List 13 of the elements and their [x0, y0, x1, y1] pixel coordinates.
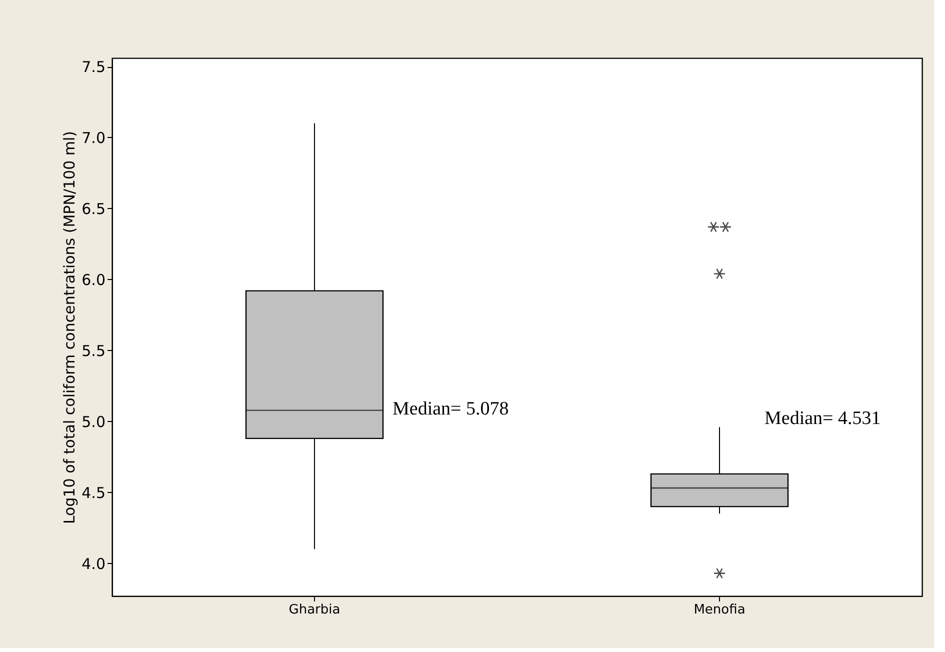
y-tick-label: 4.0 — [82, 554, 106, 573]
y-tick-label: 7.0 — [82, 128, 106, 147]
x-tick-label: Gharbia — [288, 602, 340, 618]
y-tick-label: 7.5 — [82, 58, 106, 76]
y-tick-label: 4.5 — [82, 484, 106, 502]
annotation: Median= 4.531 — [764, 408, 881, 429]
y-axis-title: Log10 of total coliform concentrations (MPN/100 ml) — [60, 130, 79, 524]
y-tick-label: 5.0 — [82, 412, 106, 431]
y-tick-label: 6.0 — [82, 270, 106, 289]
x-tick-label: Menofia — [694, 602, 746, 618]
y-tick-label: 5.5 — [82, 342, 106, 360]
annotation: Median= 5.078 — [392, 398, 509, 420]
y-tick-label: 6.5 — [82, 200, 106, 218]
